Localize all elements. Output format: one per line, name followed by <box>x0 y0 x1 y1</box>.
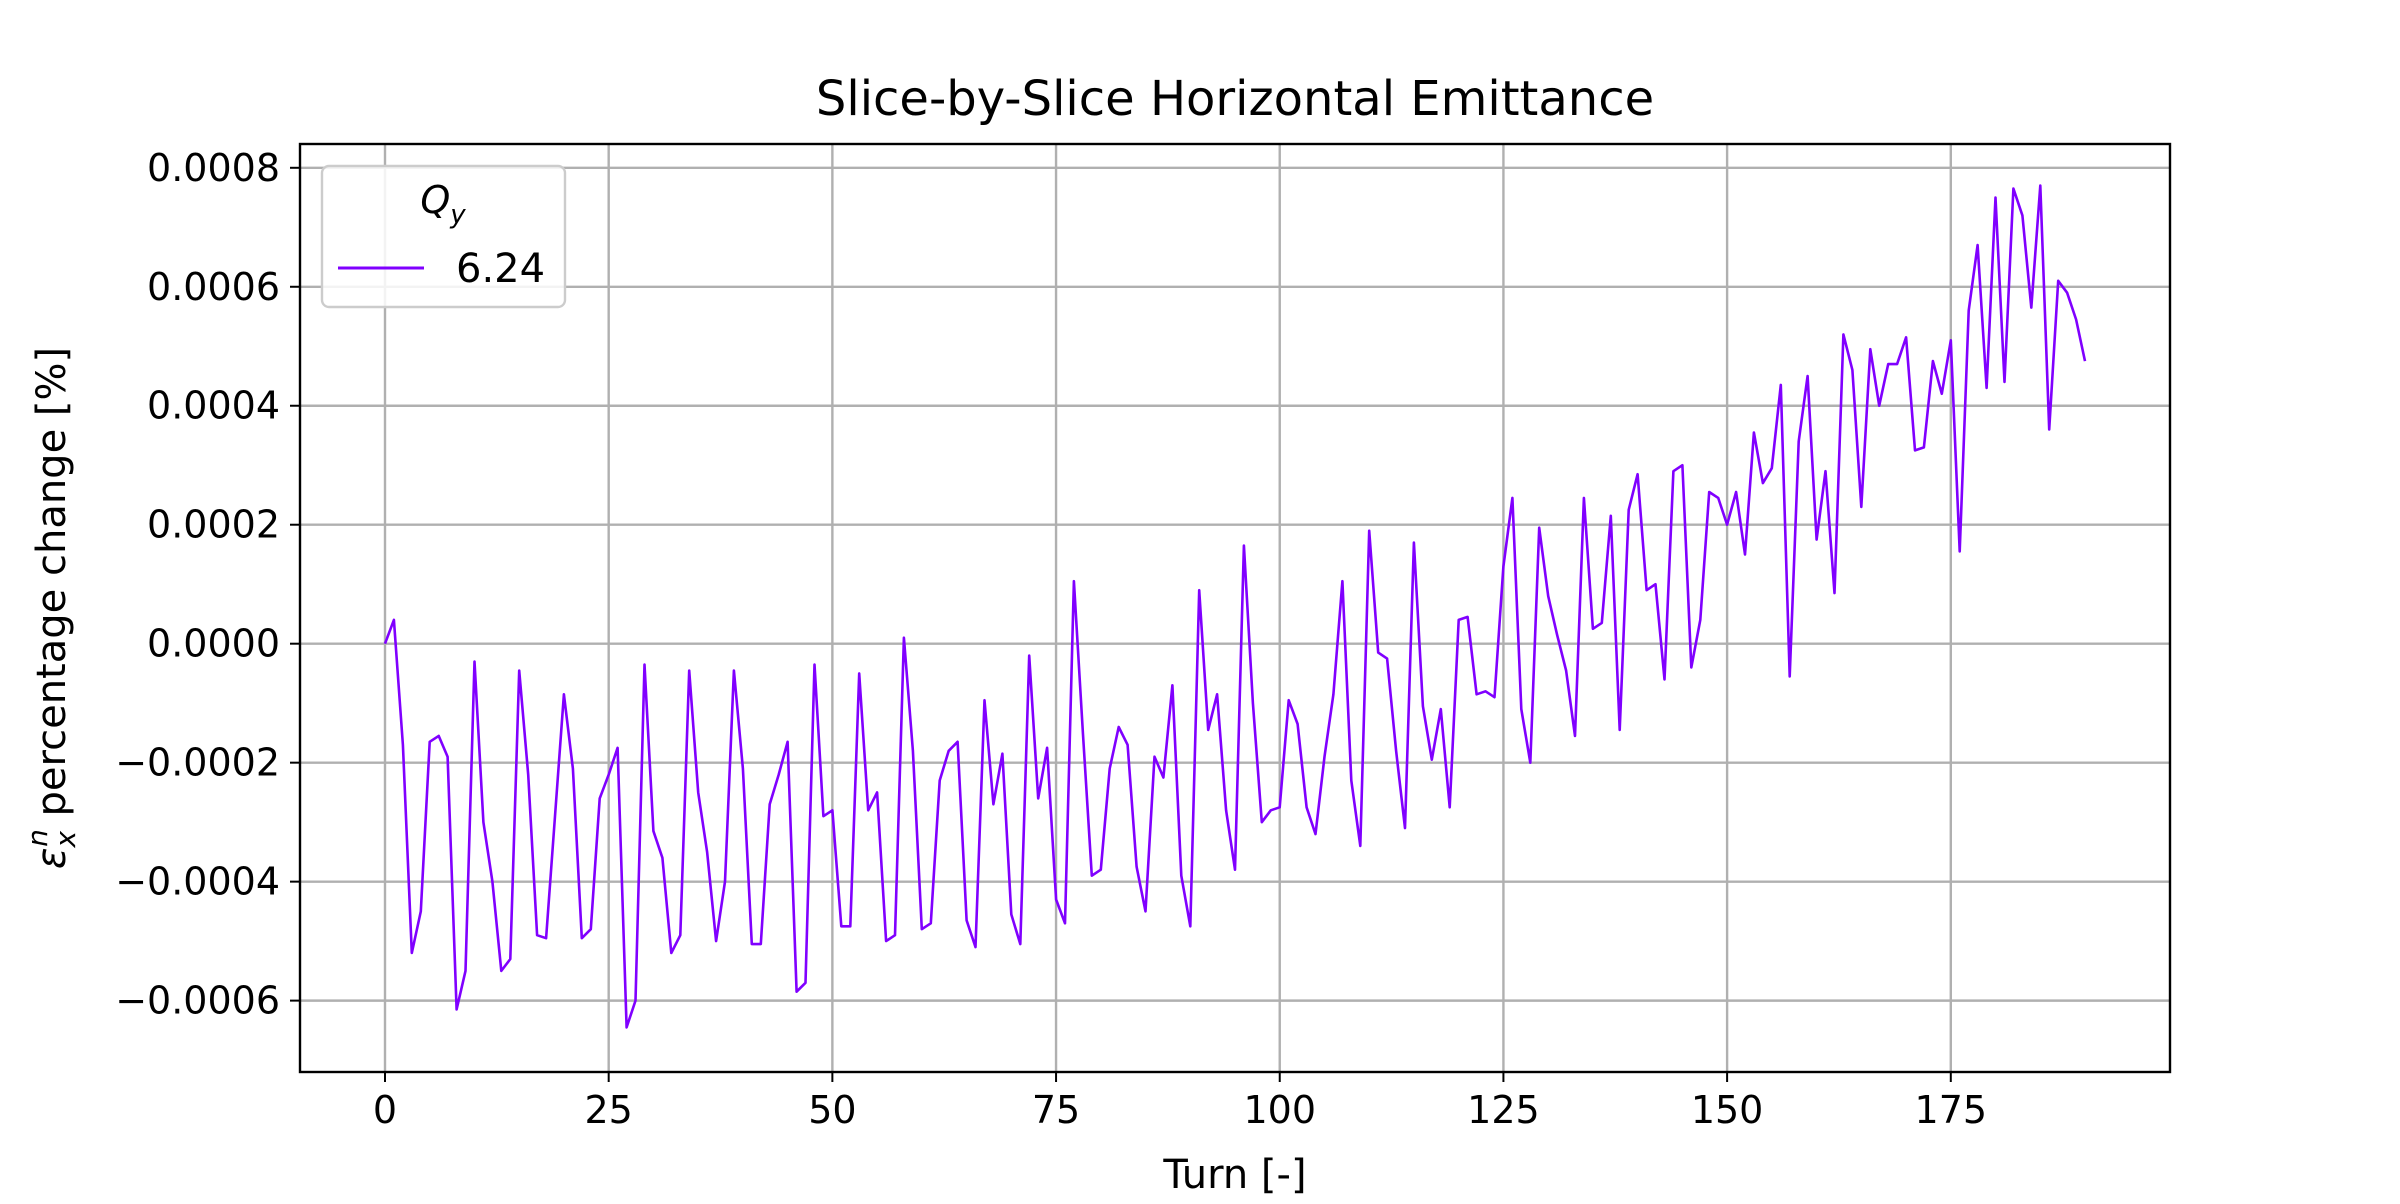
y-axis-label-subscript: x <box>49 831 82 849</box>
series-layer <box>383 184 2087 1029</box>
x-tick-label: 50 <box>808 1088 856 1132</box>
series-line-6.24 <box>383 184 2087 1029</box>
x-tick-label: 25 <box>585 1088 633 1132</box>
y-tick-label: 0.0004 <box>147 384 280 428</box>
legend-title: Qy <box>420 178 466 230</box>
x-tick-label: 75 <box>1032 1088 1080 1132</box>
y-tick-label: 0.0000 <box>147 622 280 666</box>
y-tick-label: 0.0008 <box>147 146 280 190</box>
y-axis-label: εxn percentage change [%] <box>21 347 82 869</box>
y-axis-label-symbol: ε <box>29 848 75 870</box>
grid-lines <box>300 144 2170 1072</box>
y-tick-label: −0.0002 <box>115 741 280 785</box>
legend-title-symbol: Q <box>420 178 450 222</box>
y-tick-label: 0.0002 <box>147 503 280 547</box>
x-tick-label: 175 <box>1915 1088 1988 1132</box>
y-tick-label: −0.0004 <box>115 860 280 904</box>
ticks: 0 25 50 75 100 125 150 175 −0.0006 −0.0004 −0.0002… <box>115 146 1987 1132</box>
y-tick-label: −0.0006 <box>115 979 280 1023</box>
x-tick-label: 100 <box>1243 1088 1316 1132</box>
y-tick-label: 0.0006 <box>147 265 280 309</box>
legend: Qy 6.24 <box>320 164 567 309</box>
x-axis-label: Turn [-] <box>1162 1152 1306 1198</box>
y-axis-label-text: percentage change [%] <box>29 347 75 829</box>
legend-box <box>320 164 567 309</box>
legend-entry-label: 6.24 <box>456 246 545 292</box>
x-tick-label: 150 <box>1691 1088 1764 1132</box>
plot-frame <box>298 142 2172 1074</box>
x-tick-label: 125 <box>1467 1088 1540 1132</box>
chart-title: Slice-by-Slice Horizontal Emittance <box>816 71 1654 127</box>
y-axis-label-superscript: n <box>21 829 54 847</box>
legend-title-subscript: y <box>449 200 466 230</box>
x-tick-label: 0 <box>373 1088 397 1132</box>
